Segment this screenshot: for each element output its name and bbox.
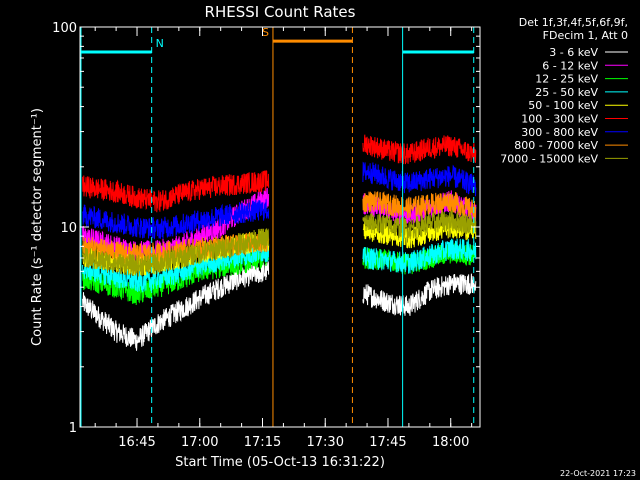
- series-6-line-b: [362, 134, 477, 165]
- legend-header-line: Det 1f,3f,4f,5f,6f,9f,: [519, 16, 628, 29]
- legend-entry-label: 25 - 50 keV: [535, 86, 598, 99]
- series-9: [82, 210, 477, 277]
- x-axis-label: Start Time (05-Oct-13 16:31:22): [175, 455, 385, 470]
- chart-title: RHESSI Count Rates: [205, 3, 356, 21]
- x-tick-label: 17:30: [307, 435, 344, 450]
- series-layer: [82, 134, 477, 351]
- series-6-line-a: [82, 170, 270, 213]
- y-axis-label: Count Rate (s⁻¹ detector segment⁻¹): [30, 108, 45, 346]
- x-tick-label: 17:00: [181, 435, 218, 450]
- series-1-line-b: [362, 273, 477, 316]
- series-7-line-a: [82, 199, 270, 240]
- legend-entry-label: 800 - 7000 keV: [514, 139, 598, 152]
- legend-entry-label: 7000 - 15000 keV: [500, 152, 598, 165]
- x-axis-ticks: 16:45 17:00 17:15 17:30 17:45 18:00: [94, 27, 473, 450]
- x-tick-label: 18:00: [432, 435, 469, 450]
- series-7-line-b: [362, 161, 477, 197]
- y-tick-label: 1: [69, 421, 77, 436]
- y-tick-label: 10: [60, 221, 77, 236]
- series-4-line-b: [362, 238, 477, 274]
- interval-label: N: [156, 37, 164, 50]
- series-4: [82, 238, 477, 293]
- interval-label: S: [262, 26, 269, 39]
- x-tick-label: 16:45: [118, 435, 155, 450]
- series-4-line-a: [82, 240, 270, 293]
- series-7: [82, 161, 477, 240]
- legend-entry-label: 50 - 100 keV: [528, 99, 598, 112]
- series-5-line-b: [362, 215, 477, 249]
- legend-entry-label: 12 - 25 keV: [535, 73, 598, 86]
- series-8-line-b: [362, 191, 477, 222]
- series-6: [82, 134, 477, 213]
- x-tick-label: 17:45: [369, 435, 406, 450]
- legend-entry-label: 300 - 800 keV: [521, 126, 598, 139]
- legend-entry-label: 100 - 300 keV: [521, 113, 598, 126]
- legend-entry-label: 3 - 6 keV: [549, 46, 598, 59]
- y-axis-ticks: 1 10 100: [52, 21, 480, 436]
- series-9-line-a: [82, 228, 270, 277]
- annotation-layer: NS: [80, 26, 475, 427]
- footer-timestamp: 22-Oct-2021 17:23: [560, 469, 636, 478]
- y-tick-label: 100: [52, 21, 77, 36]
- x-tick-label: 17:15: [244, 435, 281, 450]
- legend-header-line: FDecim 1, Att 0: [543, 29, 628, 42]
- legend: Det 1f,3f,4f,5f,6f,9f,FDecim 1, Att 0 3 -…: [500, 16, 628, 165]
- legend-entry-label: 6 - 12 keV: [542, 59, 598, 72]
- series-9-line-b: [362, 210, 477, 240]
